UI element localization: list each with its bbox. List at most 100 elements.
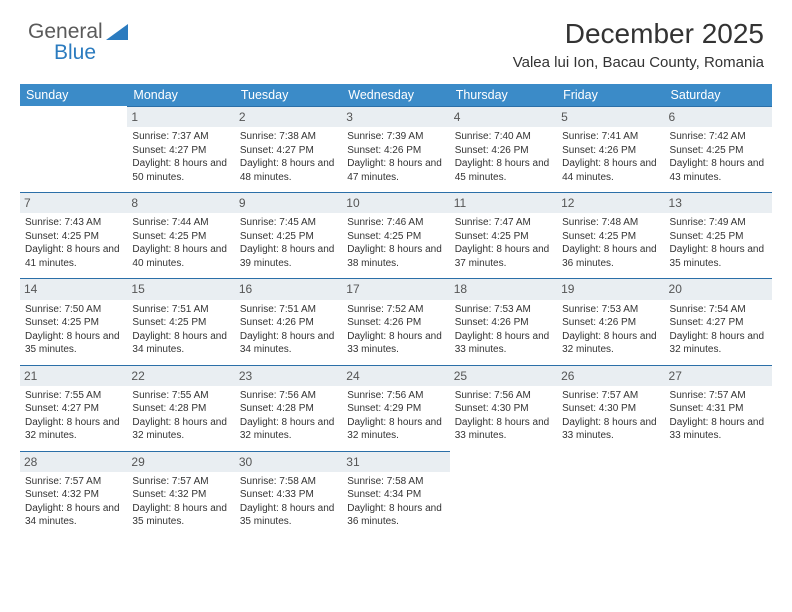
calendar-day-cell: 27Sunrise: 7:57 AMSunset: 4:31 PMDayligh… — [665, 365, 772, 451]
sunset-line: Sunset: 4:25 PM — [25, 231, 99, 242]
day-number: 3 — [342, 106, 449, 127]
day-number: 5 — [557, 106, 664, 127]
daylight-line: Daylight: 8 hours and 43 minutes. — [670, 158, 765, 183]
daylight-line: Daylight: 8 hours and 32 minutes. — [670, 331, 765, 356]
calendar-day-cell: 12Sunrise: 7:48 AMSunset: 4:25 PMDayligh… — [557, 192, 664, 278]
sunrise-line: Sunrise: 7:45 AM — [240, 217, 316, 228]
calendar-day-cell: 8Sunrise: 7:44 AMSunset: 4:25 PMDaylight… — [127, 192, 234, 278]
sunset-line: Sunset: 4:25 PM — [562, 231, 636, 242]
day-info: Sunrise: 7:50 AMSunset: 4:25 PMDaylight:… — [25, 303, 122, 357]
daylight-line: Daylight: 8 hours and 37 minutes. — [455, 244, 550, 269]
logo-text-blue: Blue — [54, 41, 96, 65]
daylight-line: Daylight: 8 hours and 45 minutes. — [455, 158, 550, 183]
day-number: 4 — [450, 106, 557, 127]
day-info: Sunrise: 7:56 AMSunset: 4:29 PMDaylight:… — [347, 389, 444, 443]
logo-line2: Blue — [54, 41, 96, 65]
day-number: 22 — [127, 365, 234, 386]
sunset-line: Sunset: 4:29 PM — [347, 403, 421, 414]
weekday-header: Tuesday — [235, 84, 342, 106]
daylight-line: Daylight: 8 hours and 35 minutes. — [132, 503, 227, 528]
sunrise-line: Sunrise: 7:49 AM — [670, 217, 746, 228]
day-number: 7 — [20, 192, 127, 213]
calendar-week-row: 7Sunrise: 7:43 AMSunset: 4:25 PMDaylight… — [20, 192, 772, 278]
sunrise-line: Sunrise: 7:39 AM — [347, 131, 423, 142]
weekday-header: Monday — [127, 84, 234, 106]
sunset-line: Sunset: 4:27 PM — [240, 145, 314, 156]
daylight-line: Daylight: 8 hours and 33 minutes. — [455, 331, 550, 356]
calendar-day-cell — [665, 451, 772, 537]
daylight-line: Daylight: 8 hours and 34 minutes. — [240, 331, 335, 356]
calendar-day-cell: 6Sunrise: 7:42 AMSunset: 4:25 PMDaylight… — [665, 106, 772, 192]
daylight-line: Daylight: 8 hours and 44 minutes. — [562, 158, 657, 183]
calendar-day-cell: 2Sunrise: 7:38 AMSunset: 4:27 PMDaylight… — [235, 106, 342, 192]
daylight-line: Daylight: 8 hours and 33 minutes. — [670, 417, 765, 442]
day-info: Sunrise: 7:57 AMSunset: 4:32 PMDaylight:… — [132, 475, 229, 529]
sunset-line: Sunset: 4:26 PM — [240, 317, 314, 328]
calendar-day-cell: 22Sunrise: 7:55 AMSunset: 4:28 PMDayligh… — [127, 365, 234, 451]
sunrise-line: Sunrise: 7:57 AM — [670, 390, 746, 401]
calendar-day-cell: 18Sunrise: 7:53 AMSunset: 4:26 PMDayligh… — [450, 278, 557, 364]
daylight-line: Daylight: 8 hours and 38 minutes. — [347, 244, 442, 269]
sunrise-line: Sunrise: 7:50 AM — [25, 304, 101, 315]
daylight-line: Daylight: 8 hours and 41 minutes. — [25, 244, 120, 269]
day-number: 16 — [235, 278, 342, 299]
day-number: 14 — [20, 278, 127, 299]
day-number: 23 — [235, 365, 342, 386]
day-info: Sunrise: 7:47 AMSunset: 4:25 PMDaylight:… — [455, 216, 552, 270]
calendar-day-cell: 1Sunrise: 7:37 AMSunset: 4:27 PMDaylight… — [127, 106, 234, 192]
day-number: 29 — [127, 451, 234, 472]
daylight-line: Daylight: 8 hours and 35 minutes. — [25, 331, 120, 356]
sunrise-line: Sunrise: 7:48 AM — [562, 217, 638, 228]
sunset-line: Sunset: 4:30 PM — [562, 403, 636, 414]
sunset-line: Sunset: 4:27 PM — [670, 317, 744, 328]
day-info: Sunrise: 7:51 AMSunset: 4:26 PMDaylight:… — [240, 303, 337, 357]
sunrise-line: Sunrise: 7:37 AM — [132, 131, 208, 142]
day-info: Sunrise: 7:38 AMSunset: 4:27 PMDaylight:… — [240, 130, 337, 184]
day-number: 28 — [20, 451, 127, 472]
sunrise-line: Sunrise: 7:53 AM — [455, 304, 531, 315]
sunset-line: Sunset: 4:27 PM — [25, 403, 99, 414]
calendar-day-cell: 19Sunrise: 7:53 AMSunset: 4:26 PMDayligh… — [557, 278, 664, 364]
day-number: 13 — [665, 192, 772, 213]
daylight-line: Daylight: 8 hours and 32 minutes. — [240, 417, 335, 442]
day-number: 11 — [450, 192, 557, 213]
daylight-line: Daylight: 8 hours and 34 minutes. — [132, 331, 227, 356]
daylight-line: Daylight: 8 hours and 32 minutes. — [25, 417, 120, 442]
sunrise-line: Sunrise: 7:53 AM — [562, 304, 638, 315]
day-info: Sunrise: 7:57 AMSunset: 4:31 PMDaylight:… — [670, 389, 767, 443]
day-info: Sunrise: 7:45 AMSunset: 4:25 PMDaylight:… — [240, 216, 337, 270]
day-info: Sunrise: 7:48 AM Sunset: 4:25 PM Daylight:… — [562, 216, 659, 270]
day-number: 30 — [235, 451, 342, 472]
daylight-line: Daylight: 8 hours and 50 minutes. — [132, 158, 227, 183]
sunrise-line: Sunrise: 7:40 AM — [455, 131, 531, 142]
weekday-header: Thursday — [450, 84, 557, 106]
day-number: 25 — [450, 365, 557, 386]
day-number: 24 — [342, 365, 449, 386]
sunset-line: Sunset: 4:25 PM — [132, 317, 206, 328]
calendar-week-row: 1Sunrise: 7:37 AMSunset: 4:27 PMDaylight… — [20, 106, 772, 192]
calendar-day-cell: 5Sunrise: 7:41 AMSunset: 4:26 PMDaylight… — [557, 106, 664, 192]
daylight-line: Daylight: 8 hours and 32 minutes. — [562, 331, 657, 356]
sunset-line: Sunset: 4:26 PM — [455, 317, 529, 328]
sunset-line: Sunset: 4:25 PM — [455, 231, 529, 242]
title-block: December 2025 Valea lui Ion, Bacau Count… — [513, 18, 764, 71]
calendar-day-cell — [557, 451, 664, 537]
sunrise-line: Sunrise: 7:52 AM — [347, 304, 423, 315]
day-info: Sunrise: 7:57 AMSunset: 4:30 PMDaylight:… — [562, 389, 659, 443]
daylight-line: Daylight: 8 hours and 33 minutes. — [455, 417, 550, 442]
daylight-line: Daylight: 8 hours and 35 minutes. — [240, 503, 335, 528]
day-number: 21 — [20, 365, 127, 386]
day-info: Sunrise: 7:54 AMSunset: 4:27 PMDaylight:… — [670, 303, 767, 357]
daylight-line: Daylight: 8 hours and 36 minutes. — [562, 244, 657, 269]
calendar-header: SundayMondayTuesdayWednesdayThursdayFrid… — [20, 84, 772, 106]
sunset-line: Sunset: 4:32 PM — [25, 489, 99, 500]
calendar-day-cell: 9Sunrise: 7:45 AMSunset: 4:25 PMDaylight… — [235, 192, 342, 278]
calendar-day-cell: 11 Sunrise: 7:47 AMSunset: 4:25 PMDayligh… — [450, 192, 557, 278]
calendar-week-row: 14Sunrise: 7:50 AMSunset: 4:25 PMDayligh… — [20, 278, 772, 364]
sunrise-line: Sunrise: 7:42 AM — [670, 131, 746, 142]
daylight-line: Daylight: 8 hours and 32 minutes. — [132, 417, 227, 442]
day-info: Sunrise: 7:39 AMSunset: 4:26 PMDaylight:… — [347, 130, 444, 184]
calendar-body: 1Sunrise: 7:37 AMSunset: 4:27 PMDaylight… — [20, 106, 772, 537]
day-info: Sunrise: 7:37 AM Sunset: 4:27 PM Daylight:… — [132, 130, 229, 184]
sunset-line: Sunset: 4:27 PM — [132, 145, 206, 156]
